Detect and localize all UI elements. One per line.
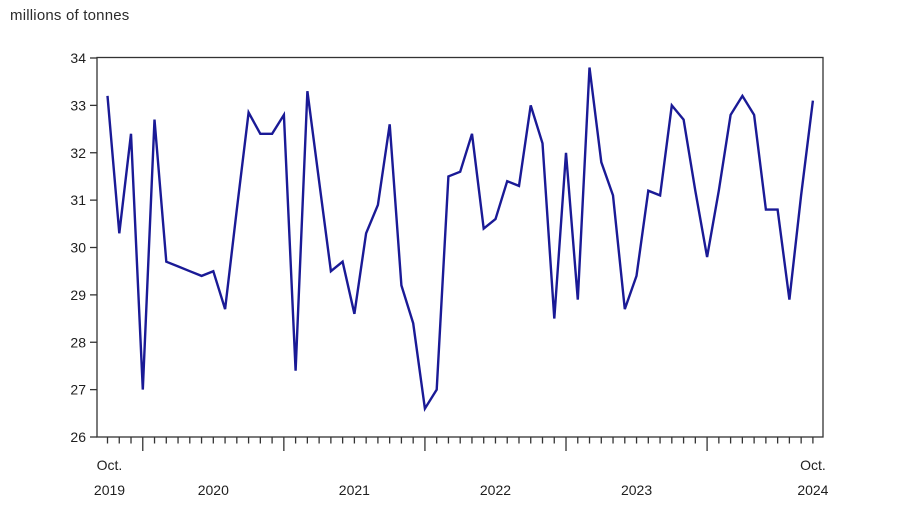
x-label-last-year: 2024 xyxy=(797,482,828,498)
x-label-last-month: Oct. xyxy=(800,457,826,473)
x-label-first-year: 2019 xyxy=(94,482,125,498)
y-tick-label: 32 xyxy=(70,145,86,161)
x-label-year: 2022 xyxy=(480,482,511,498)
chart-title: millions of tonnes xyxy=(10,7,130,24)
y-tick-label: 33 xyxy=(70,97,86,113)
x-label-year: 2021 xyxy=(339,482,370,498)
data-line-series xyxy=(106,67,815,413)
y-tick-label: 30 xyxy=(70,240,86,256)
y-tick-label: 29 xyxy=(70,287,86,303)
y-tick-label: 34 xyxy=(70,50,86,66)
y-tick-label: 28 xyxy=(70,334,86,350)
x-label-year: 2020 xyxy=(198,482,229,498)
y-tick-label: 31 xyxy=(70,192,86,208)
y-tick-label: 27 xyxy=(70,382,86,398)
x-label-first-month: Oct. xyxy=(97,457,123,473)
plot-frame xyxy=(96,56,824,438)
y-tick-label: 26 xyxy=(70,429,86,445)
x-label-year: 2023 xyxy=(621,482,652,498)
